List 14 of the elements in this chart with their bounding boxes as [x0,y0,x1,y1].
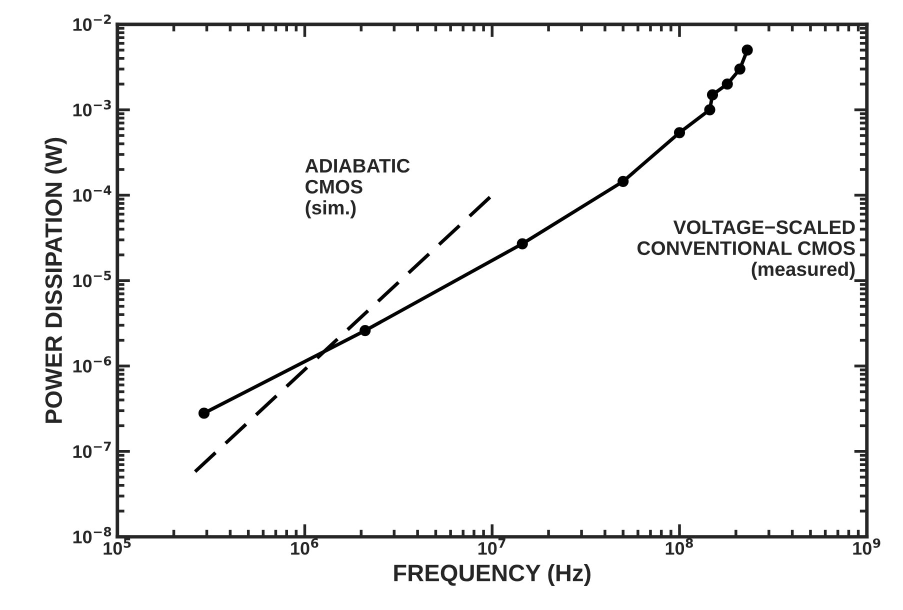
x-tick-label: 10$^{8}$ [666,538,693,555]
x-axis-title: FREQUENCY (Hz) [394,564,590,586]
y-axis-title: POWER DISSIPATION (W) [44,138,67,423]
y-tick-label: 10$^{−7}$ [73,442,111,458]
x-tick-label: 10$^{9}$ [853,538,880,555]
y-tick-label: 10$^{−5}$ [73,270,112,288]
y-tick-label: 10$^{−3}$ [73,100,111,116]
annotation: ADIABATIC CMOS (sim.) [305,158,410,218]
x-tick-label: 10$^{6}$ [291,538,318,555]
annotation: VOLTAGE−SCALED CONVENTIONAL CMOS (measured) [637,220,855,280]
y-tick-label: 10$^{−6}$ [73,356,112,373]
y-tick-label: 10$^{−2}$ [73,14,111,31]
x-tick-label: 10$^{7}$ [478,538,506,555]
y-tick-label: 10$^{−4}$ [73,185,112,202]
